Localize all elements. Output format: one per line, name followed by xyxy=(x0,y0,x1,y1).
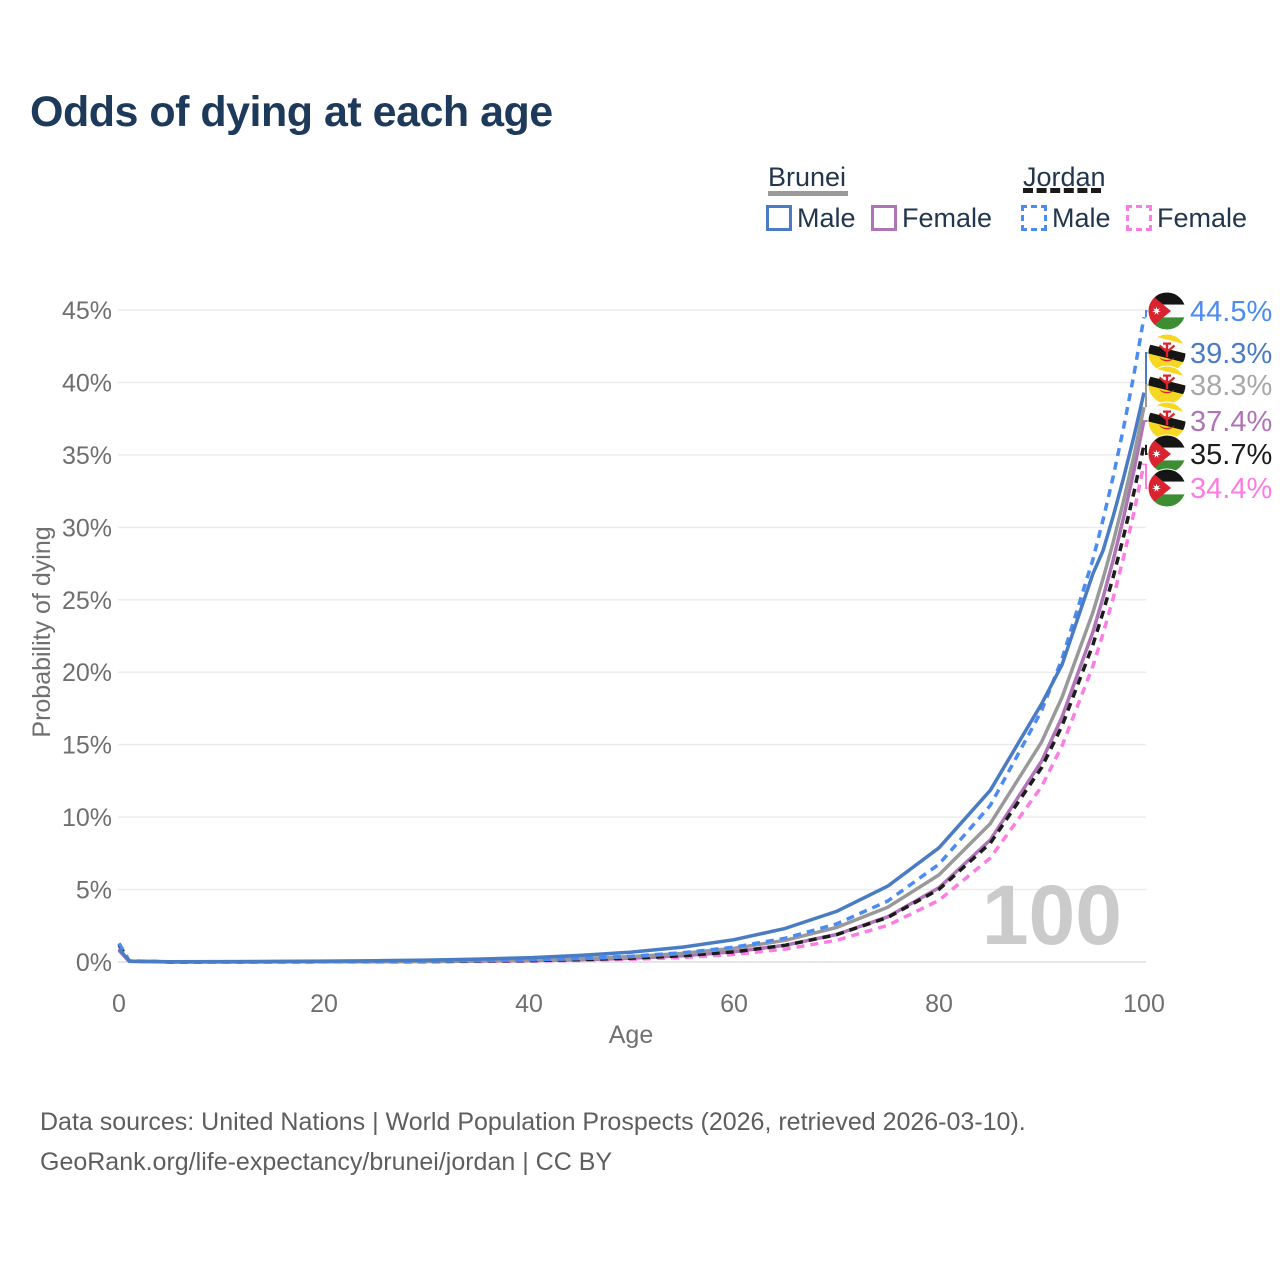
age-frame-watermark: 100 xyxy=(982,868,1122,962)
series-line-jordan-male xyxy=(117,316,1146,964)
data-source-attribution: Data sources: United Nations | World Pop… xyxy=(40,1108,1026,1136)
series-line-brunei-male xyxy=(117,392,1146,964)
legend-country-jordan[interactable]: Jordan xyxy=(1023,162,1106,192)
y-tick-label: 45% xyxy=(62,297,112,325)
series-lines xyxy=(117,316,1146,964)
jordan-dashed-line-swatch xyxy=(1023,188,1101,193)
y-tick-label: 20% xyxy=(62,659,112,687)
y-tick-label: 25% xyxy=(62,587,112,615)
x-axis-title: Age xyxy=(609,1021,653,1049)
legend-item-jordan-male[interactable]: Male xyxy=(1052,203,1111,233)
end-value-label: 34.4% xyxy=(1190,473,1272,505)
legend-item-brunei-male[interactable]: Male xyxy=(797,203,856,233)
end-value-label: 37.4% xyxy=(1190,406,1272,438)
legend-item-jordan-female[interactable]: Female xyxy=(1157,203,1248,233)
y-tick-label: 5% xyxy=(76,877,112,905)
end-value-label: 44.5% xyxy=(1190,296,1272,328)
x-tick-label: 0 xyxy=(112,990,126,1018)
jordan-flag-icon xyxy=(1148,435,1186,473)
page-title: Odds of dying at each age xyxy=(30,88,553,136)
x-tick-label: 60 xyxy=(720,990,748,1018)
legend-swatch-jordan-female[interactable] xyxy=(1126,205,1152,231)
brunei-flag-icon xyxy=(1144,366,1191,404)
x-tick-label: 40 xyxy=(515,990,543,1018)
jordan-flag-icon xyxy=(1148,292,1186,330)
end-value-label: 38.3% xyxy=(1190,370,1272,402)
gridlines xyxy=(118,309,1146,963)
y-tick-label: 40% xyxy=(62,369,112,397)
end-value-label: 35.7% xyxy=(1190,439,1272,471)
series-line-jordan-female xyxy=(117,463,1146,964)
y-axis-tick-labels: 0% 5% 10% 15% 20% 25% 30% 35% 40% 45% xyxy=(62,297,112,977)
legend-swatch-jordan-male[interactable] xyxy=(1021,205,1047,231)
end-value-label: 39.3% xyxy=(1190,338,1272,370)
x-tick-label: 100 xyxy=(1123,990,1165,1018)
end-labels: 44.5% 39.3%38.3% 37.4%35.7%34.4% xyxy=(1144,292,1272,507)
jordan-flag-icon xyxy=(1148,469,1186,507)
brunei-solid-line-swatch xyxy=(768,191,848,196)
license-url: GeoRank.org/life-expectancy/brunei/jorda… xyxy=(40,1148,613,1176)
x-tick-label: 80 xyxy=(925,990,953,1018)
x-axis-tick-labels: 0 20 40 60 80 100 xyxy=(112,990,1165,1018)
legend-swatch-brunei-female[interactable] xyxy=(871,205,897,231)
x-tick-label: 20 xyxy=(310,990,338,1018)
brunei-flag-icon xyxy=(1144,402,1191,440)
y-tick-label: 30% xyxy=(62,514,112,542)
legend-swatch-brunei-male[interactable] xyxy=(766,205,792,231)
y-tick-label: 0% xyxy=(76,949,112,977)
legend-item-brunei-female[interactable]: Female xyxy=(902,203,993,233)
y-tick-label: 15% xyxy=(62,732,112,760)
y-axis-title: Probability of dying xyxy=(28,526,56,737)
y-tick-label: 35% xyxy=(62,442,112,470)
y-tick-label: 10% xyxy=(62,804,112,832)
legend-country-brunei[interactable]: Brunei xyxy=(768,162,847,192)
